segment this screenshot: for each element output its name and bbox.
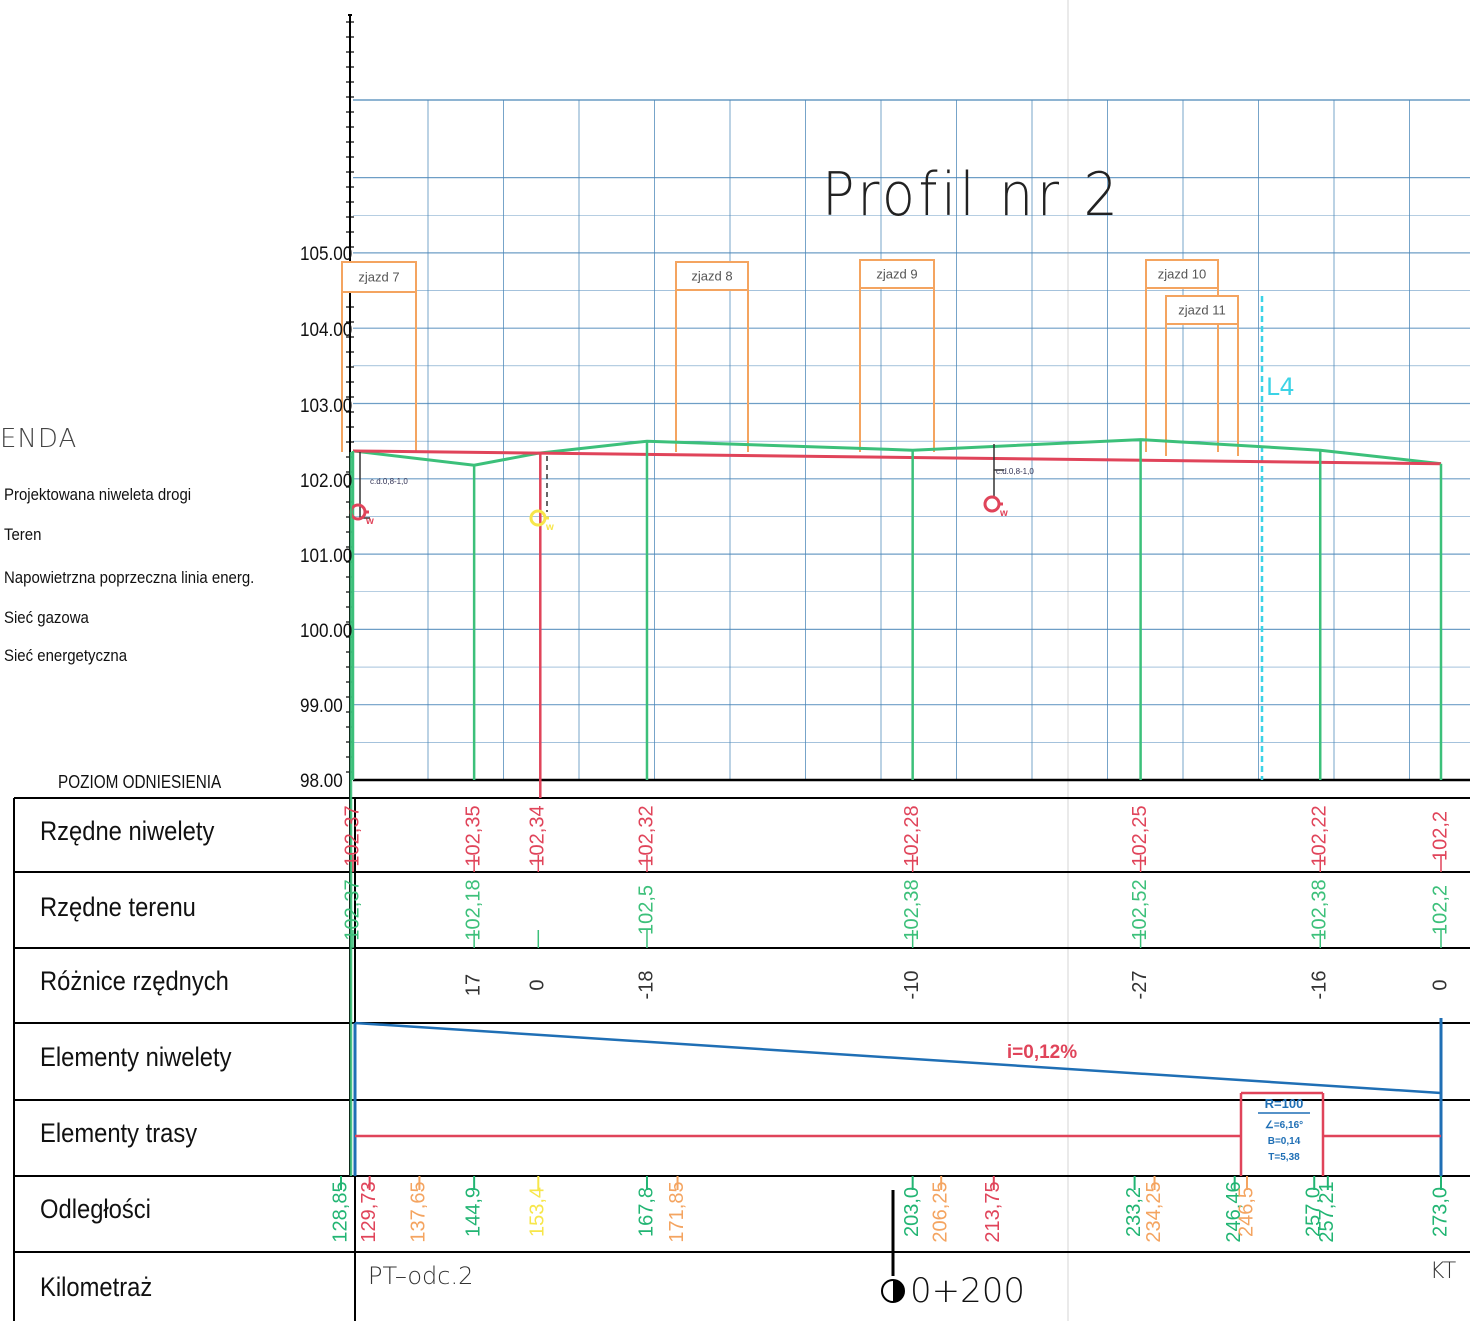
- legend-title: ENDA: [0, 424, 78, 454]
- distance-value: 129,73: [358, 1181, 380, 1242]
- niweleta-value: 102,22: [1309, 805, 1331, 866]
- row-label-rzedne-niwelety: Rzędne niwelety: [40, 816, 215, 846]
- distance-value: 144,9: [462, 1187, 484, 1237]
- y-label-104: 104.00: [300, 320, 353, 341]
- distance-value: 206,25: [929, 1181, 951, 1242]
- distance-value: 273,0: [1429, 1187, 1451, 1237]
- roznica-value: -16: [1309, 971, 1331, 1000]
- y-label-99: 99.00: [300, 696, 343, 717]
- zjazd-box: [341, 261, 417, 293]
- gas-crossing-icon-letter: w: [545, 522, 554, 533]
- y-label-98: 98.00: [300, 771, 343, 792]
- teren-value: 102,37: [341, 879, 363, 940]
- zjazd-box: [859, 259, 935, 289]
- roznica-value: -10: [901, 971, 923, 1000]
- row-label-odleglosci: Odległości: [40, 1194, 151, 1224]
- utility-depth-label: c.d.0,8-1,0: [370, 477, 408, 486]
- terrain-line: [352, 438, 1442, 467]
- utility-depth-label: c.d.0,8-1,0: [996, 467, 1034, 476]
- legend-item-niweleta: Projektowana niweleta drogi: [4, 485, 192, 504]
- niweleta-value: 102,32: [635, 805, 657, 866]
- distance-value: 128,85: [329, 1181, 351, 1242]
- distance-value: 213,75: [982, 1181, 1004, 1242]
- distance-value: 257,0: [1303, 1187, 1325, 1237]
- legend-item-teren: Teren: [4, 525, 42, 544]
- power-line-label: L4: [1266, 373, 1295, 401]
- legend-item-gas: Sieć gazowa: [4, 608, 89, 627]
- zjazd-label: zjazd 10: [1158, 266, 1206, 281]
- roznica-value: 0: [527, 979, 549, 990]
- curve-bisector: B=0,14: [1268, 1136, 1301, 1147]
- teren-value: 102,18: [462, 879, 484, 940]
- y-label-102: 102.00: [300, 471, 353, 492]
- energy-crossing-icon: [983, 495, 1001, 513]
- distance-value: 167,8: [635, 1187, 657, 1237]
- niweleta-value: 102,2: [1429, 811, 1451, 861]
- distance-value: 246,5: [1235, 1187, 1257, 1237]
- distance-value: 257,21: [1316, 1181, 1338, 1242]
- teren-value: 102,38: [901, 879, 923, 940]
- curve-radius: R=100: [1265, 1096, 1304, 1111]
- zjazd-label: zjazd 7: [358, 269, 399, 284]
- distance-value: 203,0: [901, 1187, 923, 1237]
- roznica-value: -18: [635, 971, 657, 1000]
- distance-value: 153,4: [527, 1187, 549, 1237]
- y-label-105: 105.00: [300, 244, 353, 265]
- legend-item-energy: Sieć energetyczna: [4, 646, 128, 665]
- km-marker-label: 0+200: [910, 1271, 1025, 1311]
- y-label-101: 101.00: [300, 546, 353, 567]
- slope-label: i=0,12%: [1007, 1042, 1077, 1063]
- teren-value: 102,2: [1429, 885, 1451, 935]
- row-label-elementy-niwelety: Elementy niwelety: [40, 1042, 232, 1072]
- roznica-value: -27: [1129, 971, 1151, 1000]
- teren-value: 102,38: [1309, 879, 1331, 940]
- km-end-label: KT: [1430, 1259, 1456, 1284]
- niweleta-value: 102,35: [462, 805, 484, 866]
- y-label-103: 103.00: [300, 396, 353, 417]
- teren-value: 102,5: [635, 885, 657, 935]
- zjazd-box: [1165, 295, 1239, 325]
- niweleta-value: 102,34: [527, 805, 549, 866]
- y-label-100: 100.00: [300, 621, 353, 642]
- roznica-value: 17: [462, 974, 484, 996]
- km-marker-half-icon: [893, 1280, 904, 1302]
- zjazd-label: zjazd 8: [691, 268, 732, 283]
- zjazd-box: [1145, 259, 1219, 289]
- distance-value: 233,2: [1123, 1187, 1145, 1237]
- distance-value: 246,46: [1223, 1181, 1245, 1242]
- niweleta-value: 102,25: [1129, 805, 1151, 866]
- distance-value: 137,65: [408, 1181, 430, 1242]
- reference-level-label: POZIOM ODNIESIENIA: [58, 772, 222, 792]
- km-start-label: PT–odc.2: [368, 1262, 473, 1290]
- niweleta-value: 102,28: [901, 805, 923, 866]
- distance-value: 234,25: [1143, 1181, 1165, 1242]
- teren-value: 102,52: [1129, 879, 1151, 940]
- zjazd-label: zjazd 11: [1178, 302, 1225, 317]
- row-label-kilometraz: Kilometraż: [40, 1272, 153, 1302]
- row-label-rzedne-terenu: Rzędne terenu: [40, 892, 196, 922]
- gas-crossing-icon: [529, 509, 547, 527]
- curve-angle: ∠=6,16°: [1265, 1120, 1303, 1131]
- row-label-roznice: Różnice rzędnych: [40, 966, 229, 996]
- energy-crossing-icon-letter: w: [365, 516, 374, 527]
- energy-crossing-icon-letter: w: [999, 508, 1008, 519]
- roznica-value: 0: [1429, 979, 1451, 990]
- zjazd-box: [675, 261, 749, 291]
- curve-tangent: T=5,38: [1268, 1152, 1300, 1163]
- row-label-elementy-trasy: Elementy trasy: [40, 1118, 198, 1148]
- grade-line: [352, 449, 1442, 466]
- drawing-title: Profil nr 2: [822, 160, 1122, 230]
- zjazd-label: zjazd 9: [876, 266, 917, 281]
- slope-line: [354, 1021, 1442, 1095]
- legend-item-power-line: Napowietrzna poprzeczna linia energ.: [4, 568, 255, 587]
- niweleta-value: 102,37: [341, 805, 363, 866]
- distance-value: 171,85: [666, 1181, 688, 1242]
